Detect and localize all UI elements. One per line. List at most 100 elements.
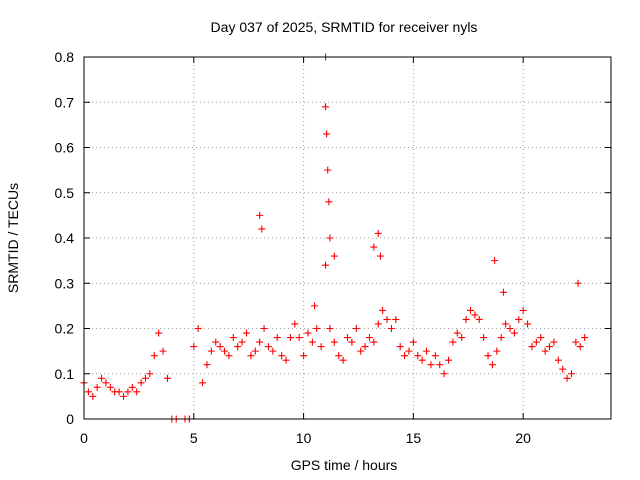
data-point xyxy=(225,352,233,360)
data-point xyxy=(401,352,409,360)
data-point xyxy=(440,370,448,378)
data-point xyxy=(546,343,554,351)
data-point xyxy=(374,320,382,328)
grid xyxy=(84,57,611,419)
data-point xyxy=(128,383,136,391)
data-point xyxy=(537,334,545,342)
data-point xyxy=(278,352,286,360)
data-point xyxy=(216,343,224,351)
data-point xyxy=(300,352,308,360)
data-point xyxy=(324,166,332,174)
data-point xyxy=(488,361,496,369)
data-point xyxy=(376,252,384,260)
data-point xyxy=(308,338,316,346)
data-point xyxy=(251,347,259,355)
data-point xyxy=(238,338,246,346)
data-point xyxy=(163,374,171,382)
y-tick-label: 0.6 xyxy=(55,140,75,156)
data-point xyxy=(524,320,532,328)
data-point xyxy=(141,374,149,382)
y-tick-label: 0.2 xyxy=(55,321,75,337)
data-point xyxy=(335,352,343,360)
y-tick-label: 0.5 xyxy=(55,185,75,201)
data-point xyxy=(264,343,272,351)
y-axis-label: SRMTID / TECUs xyxy=(5,183,21,293)
data-point xyxy=(515,315,523,323)
data-point xyxy=(291,320,299,328)
data-point xyxy=(499,288,507,296)
data-point xyxy=(541,347,549,355)
data-point xyxy=(427,361,435,369)
data-point xyxy=(120,392,128,400)
data-point xyxy=(304,329,312,337)
data-point xyxy=(480,334,488,342)
data-point xyxy=(242,329,250,337)
data-point xyxy=(273,334,281,342)
y-tick-label: 0.7 xyxy=(55,94,75,110)
data-point xyxy=(330,338,338,346)
data-point xyxy=(405,347,413,355)
data-point xyxy=(550,338,558,346)
data-point xyxy=(146,370,154,378)
data-point xyxy=(559,365,567,373)
data-point xyxy=(493,347,501,355)
data-point xyxy=(212,338,220,346)
data-point xyxy=(203,361,211,369)
data-point xyxy=(370,243,378,251)
data-point xyxy=(325,198,333,206)
data-point xyxy=(574,279,582,287)
data-point xyxy=(282,356,290,364)
data-point xyxy=(106,383,114,391)
data-point xyxy=(418,356,426,364)
data-point xyxy=(567,370,575,378)
data-point xyxy=(409,338,417,346)
y-tick-label: 0.3 xyxy=(55,275,75,291)
data-point xyxy=(313,325,321,332)
plot-frame xyxy=(83,56,612,420)
data-points xyxy=(80,53,589,423)
data-point xyxy=(190,343,198,351)
data-point xyxy=(497,334,505,342)
data-point xyxy=(256,211,264,219)
y-tick-label: 0.4 xyxy=(55,230,75,246)
data-point xyxy=(286,334,294,342)
x-tick-label: 5 xyxy=(190,430,198,446)
data-point xyxy=(572,338,580,346)
data-point xyxy=(484,352,492,360)
data-point xyxy=(295,334,303,342)
data-point xyxy=(221,347,229,355)
data-point xyxy=(159,347,167,355)
data-point xyxy=(510,329,518,337)
x-tick-label: 20 xyxy=(515,430,531,446)
data-point xyxy=(326,234,334,242)
data-point xyxy=(453,329,461,337)
data-point xyxy=(258,225,266,233)
x-tick-label: 0 xyxy=(80,430,88,446)
data-point xyxy=(260,325,268,332)
data-point xyxy=(392,315,400,323)
data-point xyxy=(502,320,510,328)
data-point xyxy=(491,257,499,265)
data-point xyxy=(323,130,331,138)
axis-ticks: 0 0.1 0.2 0.3 0.4 0.5 0.6 0.7 0.8 0 5 10 15 20 xyxy=(55,49,611,446)
data-point xyxy=(365,334,373,342)
data-point xyxy=(269,347,277,355)
data-point xyxy=(576,343,584,351)
data-point xyxy=(89,392,97,400)
data-point xyxy=(357,347,365,355)
data-point xyxy=(322,103,330,111)
data-point xyxy=(383,315,391,323)
data-point xyxy=(155,329,163,337)
series-srmtid-spikes xyxy=(185,53,582,423)
series-srmtid xyxy=(80,261,589,423)
data-point xyxy=(449,338,457,346)
data-point xyxy=(471,311,479,319)
chart-title: Day 037 of 2025, SRMTID for receiver nyl… xyxy=(211,19,478,35)
data-point xyxy=(506,325,514,332)
data-point xyxy=(326,325,334,332)
x-axis-label: GPS time / hours xyxy=(291,457,398,473)
data-point xyxy=(414,352,422,360)
data-point xyxy=(330,252,338,260)
data-point xyxy=(115,388,123,396)
data-point xyxy=(458,334,466,342)
